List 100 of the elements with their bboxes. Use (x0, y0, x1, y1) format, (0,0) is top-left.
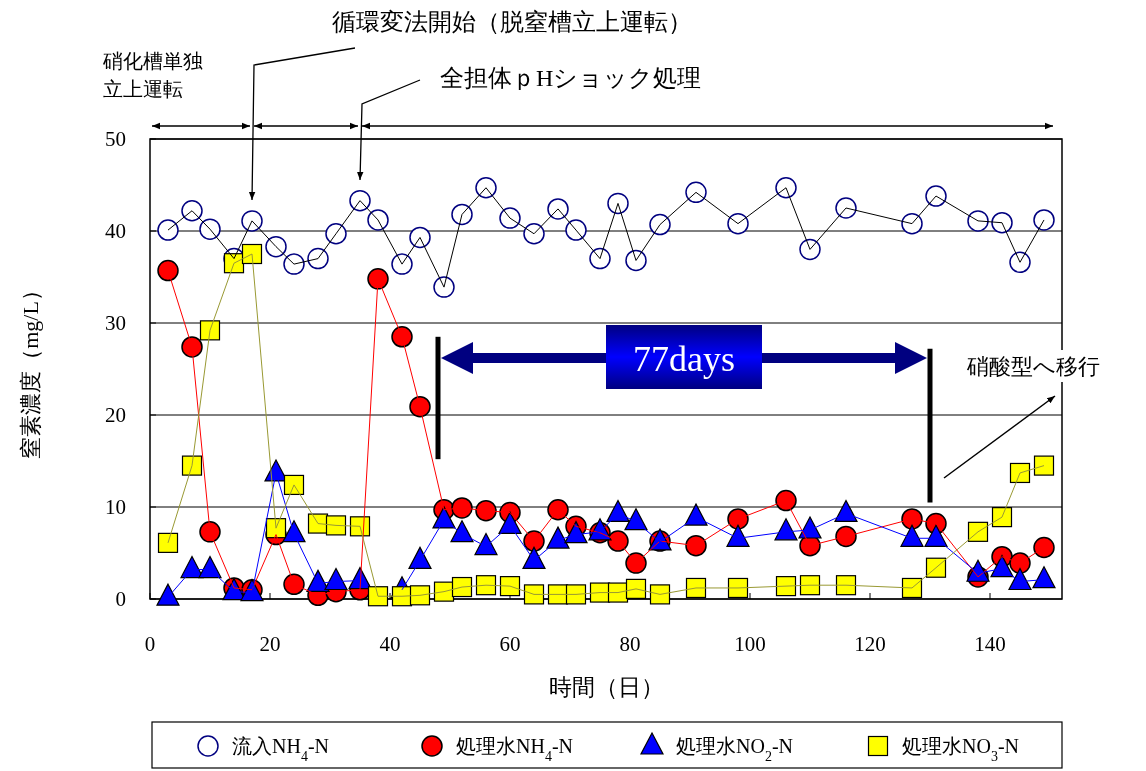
point (835, 525, 857, 548)
point (475, 575, 497, 596)
point (967, 521, 989, 542)
point (925, 557, 947, 578)
text: 全担体ｐHショック処理 (440, 65, 702, 91)
point (307, 247, 329, 270)
x-tick-label: 140 (974, 632, 1006, 656)
point (451, 203, 473, 226)
point (649, 213, 671, 236)
x-tick-label: 100 (734, 632, 766, 656)
point (625, 249, 647, 272)
x-tick-label: 120 (854, 632, 886, 656)
point (367, 268, 389, 290)
point (991, 211, 1013, 234)
point (565, 219, 587, 241)
annotation: 77days (633, 339, 735, 379)
point (241, 243, 263, 265)
y-tick-label: 0 (115, 587, 126, 611)
point (409, 585, 431, 606)
point (241, 210, 263, 232)
point (685, 181, 707, 204)
point (1009, 462, 1031, 484)
point (157, 219, 179, 241)
point (925, 185, 947, 207)
point (835, 197, 857, 219)
point (157, 532, 179, 553)
legend-label: 流入NH$_{4}$-N (232, 735, 329, 764)
point (649, 584, 671, 605)
point (727, 212, 749, 235)
point (1033, 455, 1055, 476)
point (565, 584, 587, 605)
x-tick-label: 80 (619, 632, 641, 656)
point (775, 489, 797, 512)
y-axis-title: 窒素濃度（mg/L） (18, 279, 43, 459)
point (775, 576, 797, 597)
point (991, 507, 1013, 528)
point (181, 336, 203, 358)
legend-label: 処理水NO$_{3}$-N (902, 735, 1019, 764)
point (775, 177, 797, 199)
point (625, 578, 647, 599)
point (433, 276, 455, 298)
point (265, 235, 287, 258)
y-tick-label: 10 (105, 495, 126, 519)
point (1033, 209, 1055, 231)
point (451, 497, 473, 519)
point (835, 575, 857, 596)
point (523, 223, 545, 245)
point (391, 326, 413, 348)
point (325, 515, 347, 536)
legend-label: 処理水NH$_{4}$-N (456, 735, 573, 764)
point (349, 189, 371, 212)
y-tick-label: 30 (105, 311, 126, 335)
point (199, 521, 221, 543)
point (283, 573, 305, 596)
y-tick-label: 20 (105, 403, 126, 427)
point (799, 575, 821, 596)
point (547, 198, 569, 220)
point (499, 207, 521, 229)
x-tick-label: 60 (499, 632, 521, 656)
y-tick-label: 50 (105, 127, 126, 151)
point (1009, 251, 1031, 274)
point (391, 253, 413, 275)
point (409, 226, 431, 249)
annotation: 硝酸型へ移行 (966, 354, 1100, 379)
x-tick-label: 40 (379, 632, 401, 656)
point (901, 212, 923, 235)
point (727, 577, 749, 599)
point (181, 200, 203, 222)
point (607, 530, 629, 552)
point (967, 210, 989, 232)
x-tick-label: 0 (144, 632, 156, 656)
point (625, 552, 647, 574)
point (475, 499, 497, 522)
point (547, 499, 569, 521)
point (901, 577, 923, 599)
point (367, 209, 389, 231)
x-axis-title: 時間（日） (548, 675, 664, 700)
point (409, 395, 431, 418)
point (685, 577, 707, 599)
legend-label: 処理水NO$_{2}$-N (676, 735, 793, 764)
point (199, 218, 221, 240)
x-tick-label: 20 (259, 632, 281, 656)
point (451, 576, 473, 598)
point (157, 259, 179, 282)
point (325, 223, 347, 245)
point (499, 576, 521, 597)
point (181, 455, 203, 476)
point (199, 320, 221, 341)
point (589, 247, 611, 270)
point (283, 253, 305, 275)
text: 硝化槽単独立上運転 (102, 50, 203, 100)
y-tick-label: 40 (105, 219, 126, 243)
point (799, 238, 821, 261)
text: 循環変法開始（脱窒槽立上運転） (332, 9, 692, 35)
point (607, 192, 629, 215)
point (283, 474, 305, 496)
point (1033, 536, 1055, 559)
point (523, 584, 545, 605)
point (475, 177, 497, 199)
point (685, 534, 707, 557)
